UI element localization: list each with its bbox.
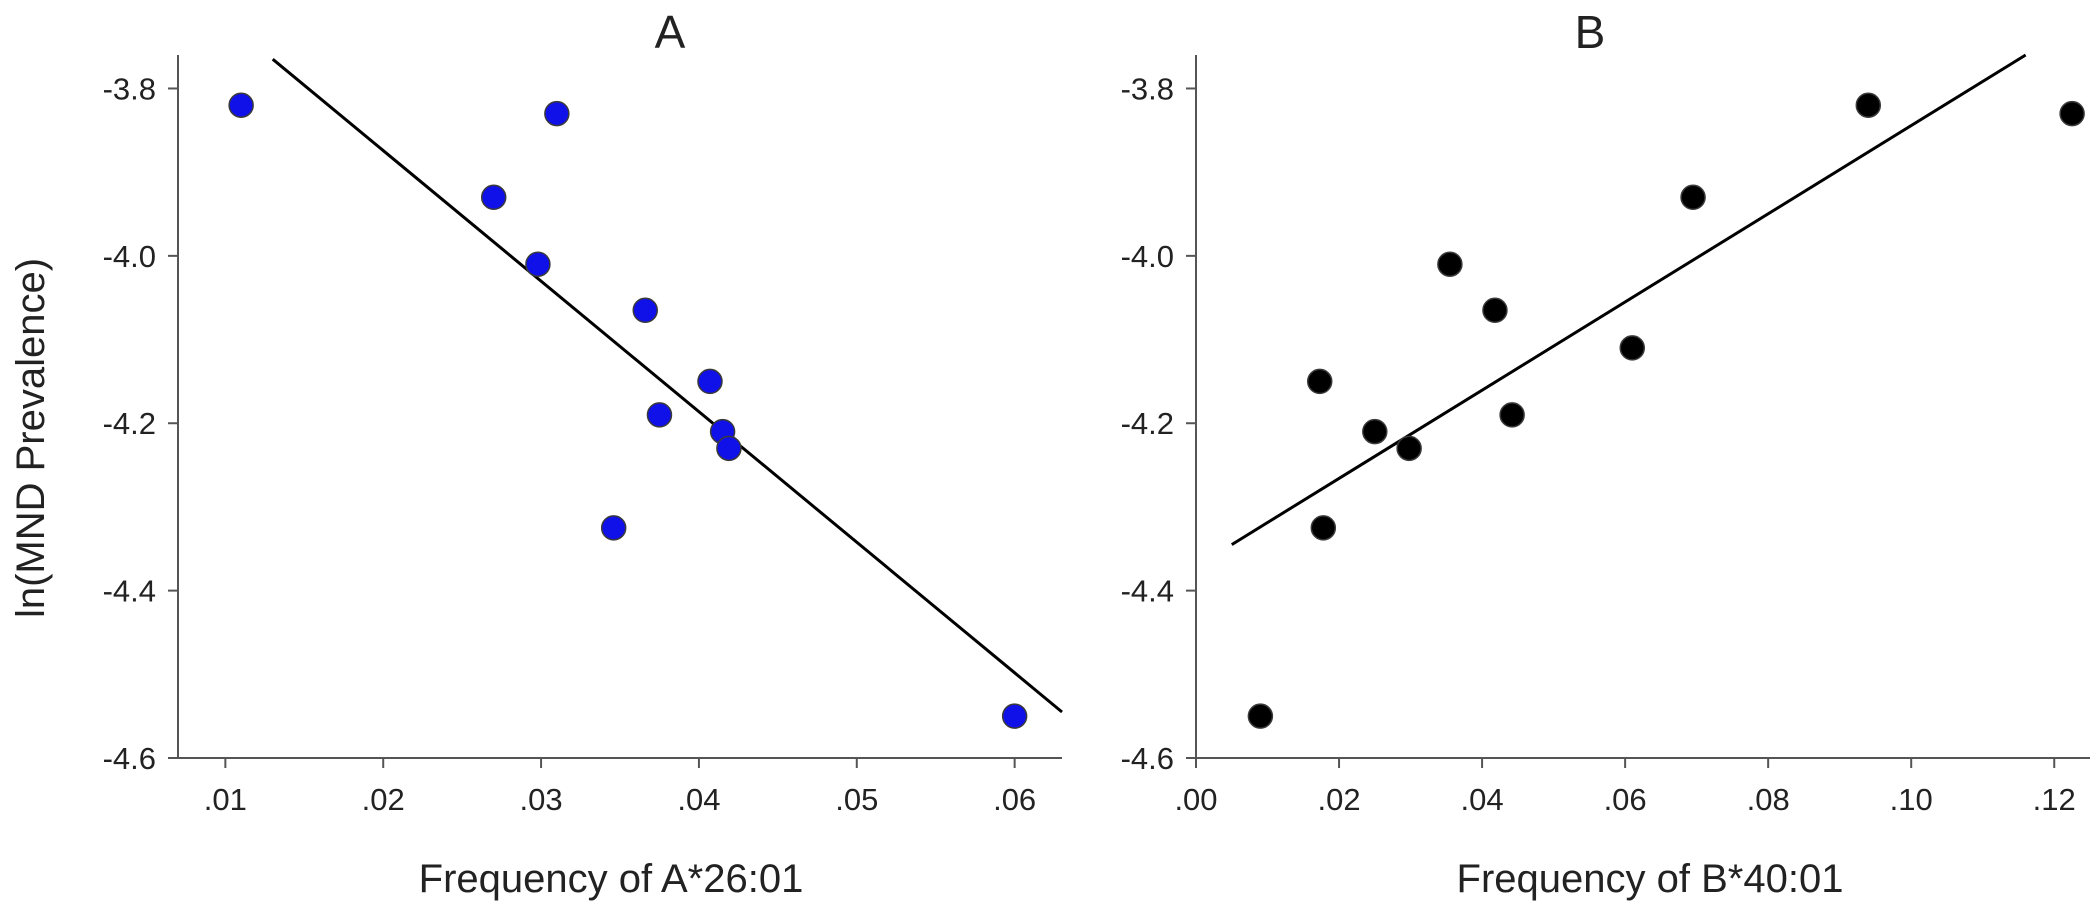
panel-b-data-point	[2059, 100, 2085, 127]
panel-b-data-point	[1680, 184, 1706, 211]
panel-b-data-point	[1310, 515, 1337, 541]
panel-b-x-tick-label: .10	[1890, 782, 1933, 817]
panel-b-scatter-plot: B Frequency of B*40:01 -3.8-4.0-4.2-4.4-…	[1121, 6, 2090, 901]
panel-b-axes	[1195, 55, 2090, 759]
panel-a-data-point	[1001, 703, 1028, 729]
panel-a-data-point	[697, 368, 723, 395]
panel-a-data-point	[716, 435, 742, 462]
panel-a-x-tick-label: .04	[677, 782, 720, 817]
panel-b-y-tick-label: -4.4	[1121, 574, 1174, 609]
panel-b-data-point	[1247, 703, 1274, 729]
panel-b-x-tick-label: .06	[1604, 782, 1647, 817]
panel-b-y-tick-label: -3.8	[1121, 71, 1174, 106]
panel-b-points	[1247, 92, 2085, 729]
panel-a-fit-line	[271, 58, 1063, 714]
panel-b-x-tick-label: .00	[1174, 782, 1217, 817]
panel-a-axes	[177, 55, 1062, 759]
panel-a-fit-layer	[271, 58, 1063, 714]
panel-a-x-tick-label: .03	[520, 782, 563, 817]
panel-a-y-tick-label: -3.8	[103, 71, 156, 106]
panel-b-data-point	[1362, 418, 1388, 445]
panel-a-title: A	[655, 6, 686, 58]
panel-b-x-tick-label: .08	[1747, 782, 1790, 817]
panel-a-scatter-plot: A ln(MND Prevalence) Frequency of A*26:0…	[9, 6, 1063, 901]
panel-b-x-tick-label: .12	[2033, 782, 2076, 817]
panel-b-x-tick-label: .02	[1317, 782, 1360, 817]
panel-b-x-tick-label: .04	[1461, 782, 1504, 817]
panel-a-data-point	[600, 515, 627, 541]
panel-a-y-tick-label: -4.4	[103, 574, 156, 609]
panel-a-data-point	[228, 92, 254, 118]
panel-a-points	[228, 92, 1028, 729]
panel-b-data-point	[1855, 92, 1882, 118]
panel-a-y-tick-label: -4.2	[103, 406, 156, 441]
panel-a-data-point	[525, 251, 551, 277]
panel-a-y-tick-label: -4.6	[103, 741, 156, 776]
panel-b-fit-line	[1230, 53, 2027, 546]
panel-a-data-point	[646, 402, 673, 428]
panel-a-data-point	[480, 184, 507, 211]
panel-b-x-axis-label: Frequency of B*40:01	[1457, 857, 1844, 901]
panel-b-y-tick-label: -4.0	[1121, 239, 1174, 274]
panel-a-y-tick-label: -4.0	[103, 239, 156, 274]
panel-a-x-axis-label: Frequency of A*26:01	[419, 857, 804, 901]
panel-b-y-tick-label: -4.2	[1121, 406, 1174, 441]
panel-a-x-tick-label: .02	[362, 782, 405, 817]
panel-b-data-point	[1306, 368, 1333, 395]
panel-b-data-point	[1619, 335, 1646, 361]
panel-a-x-tick-label: .06	[993, 782, 1036, 817]
panel-a-data-point	[544, 100, 570, 127]
panel-b-fit-layer	[1230, 53, 2027, 546]
panel-b-ticks: -3.8 -4.0 -4.2 -4.4 -4.6.00 .02 .04 .06 .08 .10 .1…	[1121, 71, 2076, 817]
panel-b-data-point	[1499, 402, 1525, 428]
panel-a-data-point	[632, 297, 659, 324]
panel-a-x-tick-label: .05	[835, 782, 878, 817]
panel-b-data-point	[1396, 435, 1422, 462]
panel-b-y-tick-label: -4.6	[1121, 741, 1174, 776]
panel-a-ticks: -3.8 -4.0 -4.2 -4.4 -4.6 .01 .02 .03 .04 .05 .06	[103, 71, 1037, 817]
panel-b-title: B	[1575, 6, 1606, 58]
panel-a-y-axis-label: ln(MND Prevalence)	[9, 258, 53, 618]
panel-a-x-tick-label: .01	[204, 782, 247, 817]
panel-b-data-point	[1482, 297, 1508, 324]
panel-b-data-point	[1437, 251, 1463, 277]
